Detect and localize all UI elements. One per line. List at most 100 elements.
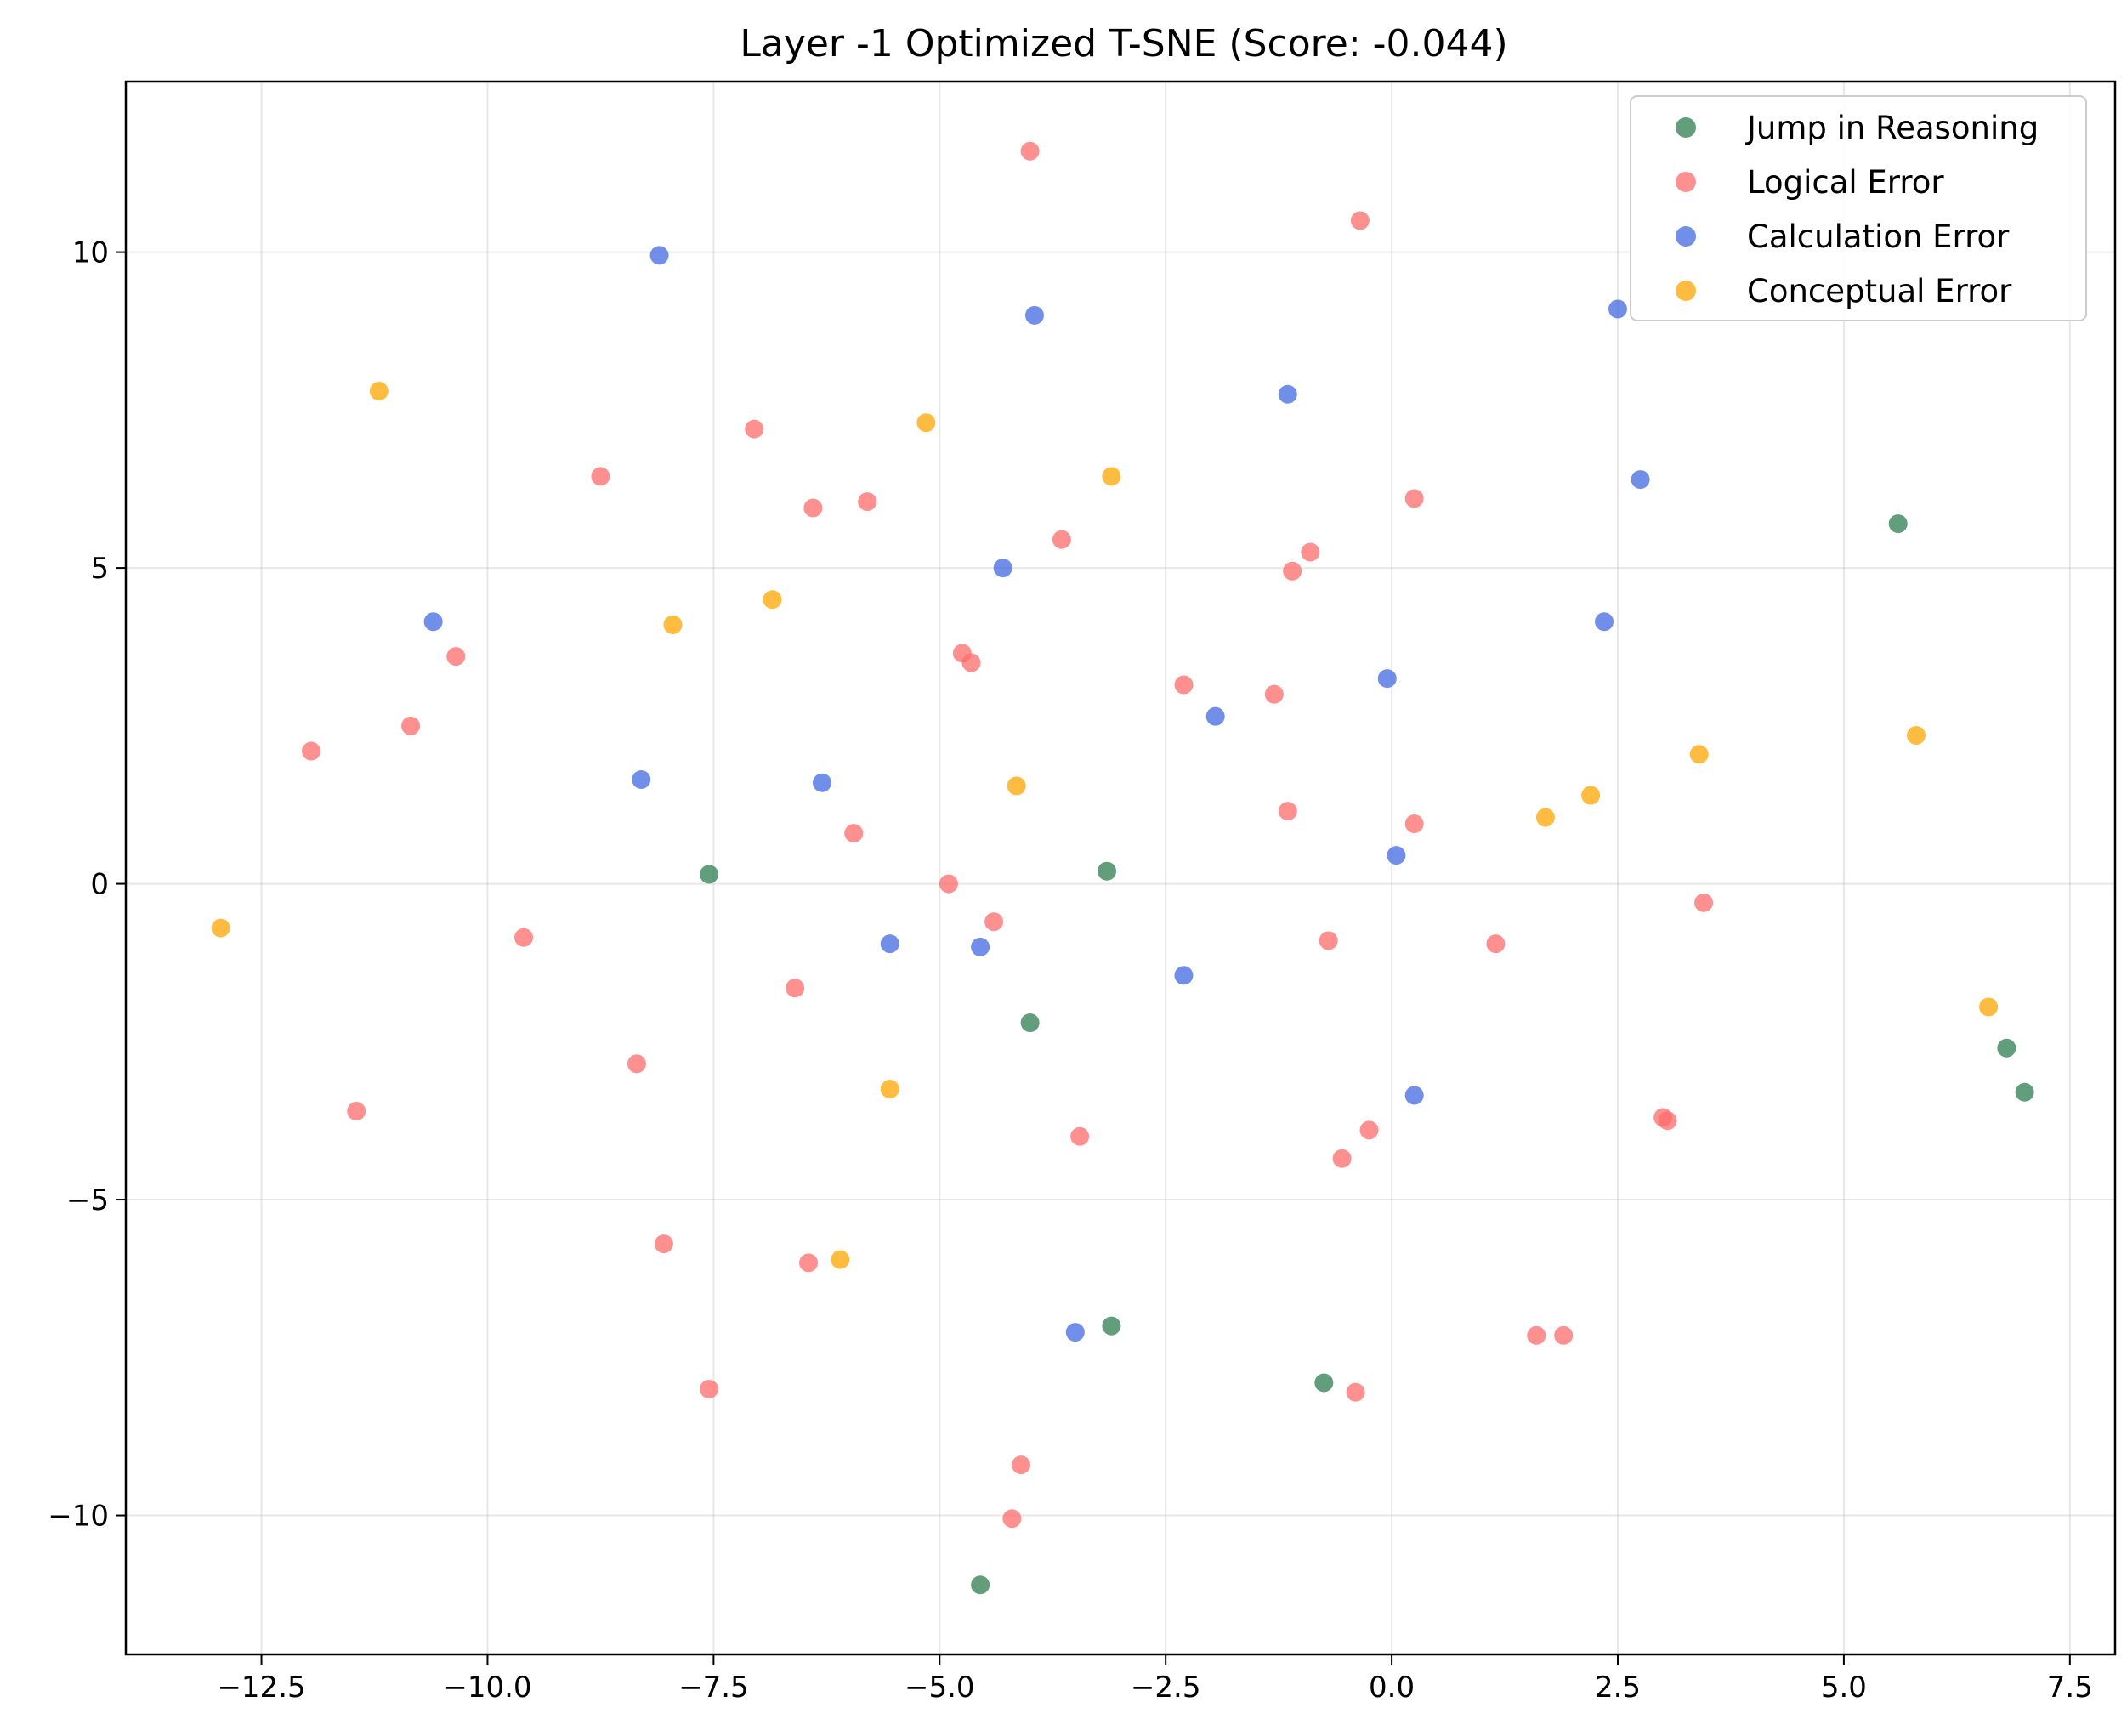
point-jump-in-reasoning	[700, 865, 719, 884]
point-conceptual-error	[1907, 725, 1926, 745]
legend-marker-jump-in-reasoning	[1676, 117, 1696, 138]
point-logical-error	[1359, 1120, 1379, 1140]
point-calculation-error	[971, 937, 990, 956]
x-tick-label: −10.0	[443, 1671, 531, 1705]
point-logical-error	[1658, 1111, 1677, 1131]
legend-label-conceptual-error: Conceptual Error	[1747, 273, 2012, 309]
point-calculation-error	[632, 769, 651, 789]
point-calculation-error	[1205, 706, 1225, 726]
data-points	[211, 141, 2034, 1595]
point-jump-in-reasoning	[971, 1575, 990, 1595]
point-calculation-error	[1404, 1086, 1424, 1105]
point-logical-error	[1264, 684, 1284, 704]
point-conceptual-error	[1979, 997, 1999, 1017]
point-conceptual-error	[369, 382, 389, 401]
x-tick-label: 2.5	[1595, 1671, 1641, 1705]
point-logical-error	[799, 1253, 819, 1273]
point-conceptual-error	[1581, 786, 1601, 805]
point-calculation-error	[1608, 299, 1627, 319]
point-logical-error	[1002, 1509, 1022, 1529]
point-conceptual-error	[211, 918, 230, 938]
point-conceptual-error	[1689, 745, 1709, 764]
point-logical-error	[1404, 814, 1424, 833]
x-tick-label: −5.0	[905, 1671, 975, 1705]
legend-label-logical-error: Logical Error	[1747, 164, 1944, 201]
x-tick-label: 7.5	[2047, 1671, 2093, 1705]
point-logical-error	[1174, 675, 1194, 695]
point-logical-error	[1012, 1455, 1030, 1475]
point-logical-error	[803, 498, 823, 518]
point-logical-error	[1404, 489, 1424, 508]
point-logical-error	[786, 979, 805, 998]
point-conceptual-error	[1535, 808, 1555, 827]
point-conceptual-error	[663, 615, 683, 634]
point-logical-error	[1070, 1126, 1090, 1146]
x-tick-label: 5.0	[1821, 1671, 1867, 1705]
point-calculation-error	[1174, 966, 1194, 985]
point-conceptual-error	[831, 1250, 850, 1269]
point-logical-error	[1301, 542, 1320, 562]
point-logical-error	[1527, 1325, 1546, 1345]
y-tick-label: 10	[72, 236, 109, 270]
point-logical-error	[1332, 1149, 1352, 1168]
point-logical-error	[401, 716, 421, 735]
point-logical-error	[446, 647, 466, 667]
point-conceptual-error	[880, 1080, 899, 1099]
legend: Jump in Reasoning Logical Error Calculatio…	[1630, 95, 2087, 321]
point-calculation-error	[1377, 669, 1397, 689]
point-jump-in-reasoning	[1888, 514, 1908, 534]
point-calculation-error	[993, 559, 1012, 578]
grid	[126, 82, 2115, 1654]
point-jump-in-reasoning	[1102, 1316, 1121, 1336]
point-logical-error	[1278, 802, 1297, 821]
point-logical-error	[654, 1234, 673, 1254]
point-logical-error	[1486, 934, 1506, 954]
legend-marker-calculation-error	[1676, 226, 1696, 247]
point-conceptual-error	[763, 590, 782, 610]
point-jump-in-reasoning	[1098, 861, 1117, 881]
point-logical-error	[1350, 211, 1370, 230]
point-logical-error	[591, 467, 610, 486]
point-logical-error	[1346, 1382, 1365, 1402]
point-logical-error	[302, 741, 321, 761]
y-tick-label: −10	[48, 1500, 109, 1534]
point-jump-in-reasoning	[1020, 1013, 1040, 1033]
point-logical-error	[1319, 931, 1338, 950]
chart-title: Layer -1 Optimized T-SNE (Score: -0.044)	[740, 22, 1507, 65]
legend-box	[1630, 95, 2087, 321]
point-calculation-error	[423, 612, 443, 632]
legend-marker-conceptual-error	[1676, 281, 1696, 301]
point-logical-error	[961, 653, 981, 672]
point-logical-error	[1020, 141, 1040, 161]
legend-label-jump-in-reasoning: Jump in Reasoning	[1745, 110, 2039, 146]
y-tick-label: −5	[66, 1183, 109, 1217]
point-jump-in-reasoning	[1314, 1373, 1334, 1393]
point-logical-error	[858, 492, 877, 512]
x-tick-label: −12.5	[217, 1671, 305, 1705]
point-logical-error	[700, 1379, 719, 1398]
axis-ticks: −12.5 −10.0 −7.5 −5.0 −2.5 0.0 2.5 5.0 7.5 10 5 0 −5…	[48, 236, 2093, 1705]
point-logical-error	[347, 1102, 366, 1121]
point-calculation-error	[1387, 846, 1406, 865]
point-calculation-error	[880, 934, 899, 954]
point-logical-error	[984, 912, 1004, 932]
point-logical-error	[1554, 1325, 1574, 1345]
point-jump-in-reasoning	[1997, 1038, 2016, 1058]
x-tick-label: −7.5	[678, 1671, 749, 1705]
legend-marker-logical-error	[1676, 172, 1696, 192]
point-calculation-error	[1631, 470, 1650, 490]
point-logical-error	[1052, 530, 1071, 549]
y-tick-label: 5	[90, 552, 109, 586]
point-conceptual-error	[916, 413, 936, 433]
point-calculation-error	[813, 773, 831, 792]
point-logical-error	[627, 1054, 646, 1074]
point-calculation-error	[1024, 305, 1044, 325]
point-conceptual-error	[1102, 467, 1121, 486]
plot-frame	[124, 80, 2117, 1656]
point-calculation-error	[1595, 612, 1614, 632]
point-logical-error	[939, 874, 958, 894]
x-tick-label: −2.5	[1131, 1671, 1201, 1705]
point-calculation-error	[1278, 384, 1297, 404]
x-tick-label: 0.0	[1369, 1671, 1415, 1705]
point-calculation-error	[649, 246, 669, 265]
